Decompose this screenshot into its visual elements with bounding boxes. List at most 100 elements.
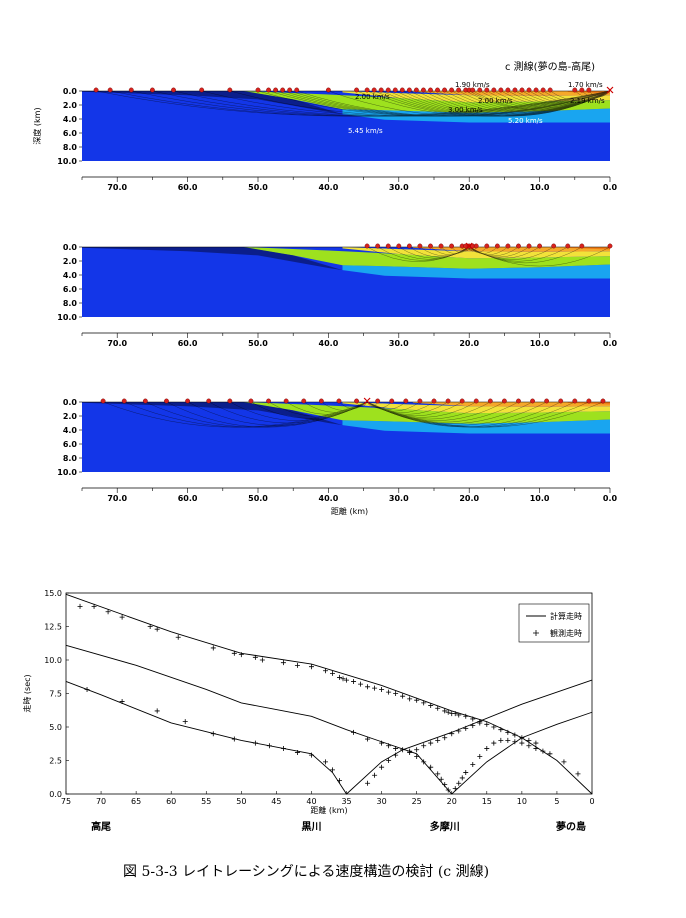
obs-traveltime-point <box>512 732 518 738</box>
location-label: 高尾 <box>91 820 111 833</box>
obs-traveltime-point <box>280 660 286 666</box>
station-marker <box>449 243 454 249</box>
obs-traveltime-point <box>294 662 300 668</box>
obs-traveltime-point <box>238 652 244 658</box>
distance-tick-label: 50.0 <box>248 339 268 348</box>
station-marker <box>280 87 286 93</box>
station-marker <box>392 87 398 93</box>
station-marker <box>526 243 532 249</box>
obs-traveltime-point <box>259 657 265 663</box>
ray-path <box>321 401 368 411</box>
obs-traveltime-point <box>442 708 448 714</box>
obs-traveltime-point <box>484 721 490 727</box>
ray-panels: 0.0 2.0 4.0 6.0 8.0 10.0 深度 (km) 70.0 60.0 50.0 40… <box>32 81 618 516</box>
station-marker <box>487 398 493 404</box>
station-marker <box>164 398 169 404</box>
distance-tick-label: 70.0 <box>107 339 127 348</box>
obs-traveltime-point <box>351 729 357 735</box>
obs-traveltime-point <box>452 786 458 792</box>
ray-path <box>419 246 470 257</box>
obs-traveltime-point <box>337 674 343 680</box>
layer-3-00 <box>243 402 611 424</box>
obs-traveltime-point <box>519 740 525 746</box>
obs-traveltime-point <box>330 767 336 773</box>
station-marker <box>128 87 134 93</box>
obs-traveltime-point <box>210 731 216 737</box>
station-marker <box>227 87 233 93</box>
obs-traveltime-point <box>372 772 378 778</box>
depth-tick-label: 4.0 <box>63 271 78 280</box>
ray-panel-2: 0.0 2.0 4.0 6.0 8.0 10.0 70.0 60.0 50.0 40.0 30.0 2… <box>57 242 618 348</box>
station-marker <box>406 87 412 93</box>
distance-tick-label: 0.0 <box>603 183 618 192</box>
x-tick-label: 40 <box>306 797 316 806</box>
figure-caption: 図 5-3-3 レイトレーシングによる速度構造の検討 (c 測線) <box>123 864 489 880</box>
station-marker <box>586 87 592 93</box>
obs-traveltime-point <box>449 731 455 737</box>
station-marker <box>579 87 585 93</box>
obs-traveltime-point <box>459 775 465 781</box>
station-marker <box>572 398 578 404</box>
x-tick-label: 10 <box>517 797 527 806</box>
velocity-label: 5.45 km/s <box>348 127 383 135</box>
distance-tick-label: 70.0 <box>107 183 127 192</box>
depth-tick-label: 2.0 <box>63 412 78 421</box>
station-marker <box>248 398 254 404</box>
x-tick-label: 0 <box>589 797 594 806</box>
distance-tick-label: 60.0 <box>178 339 198 348</box>
x-tick-label: 55 <box>201 797 211 806</box>
obs-traveltime-point <box>182 719 188 725</box>
station-marker <box>428 243 433 249</box>
depth-axis-label: 深度 (km) <box>32 107 42 144</box>
ray-path <box>588 90 611 97</box>
station-marker <box>227 398 233 404</box>
distance-tick-label: 40.0 <box>319 494 339 503</box>
distance-tick-label: 10.0 <box>530 494 550 503</box>
obs-traveltime-point <box>484 745 490 751</box>
obs-traveltime-point <box>438 776 444 782</box>
obs-traveltime-point <box>540 748 546 754</box>
velocity-label: 5.20 km/s <box>508 117 543 125</box>
station-marker <box>537 243 542 249</box>
obs-traveltime-point <box>344 677 350 683</box>
obs-traveltime-point <box>147 624 153 629</box>
station-marker <box>266 398 271 404</box>
obs-traveltime-point <box>547 751 553 757</box>
obs-traveltime-point <box>421 700 427 706</box>
obs-traveltime-point <box>266 743 272 749</box>
station-marker <box>530 398 535 404</box>
depth-tick-label: 4.0 <box>63 115 78 124</box>
station-marker <box>149 87 155 93</box>
station-marker <box>449 87 454 93</box>
obs-traveltime-point <box>393 752 399 758</box>
x-tick-label: 25 <box>412 797 422 806</box>
shot-marker <box>465 242 473 250</box>
depth-tick-label: 6.0 <box>63 285 78 294</box>
station-marker <box>491 87 497 93</box>
obs-traveltime-point <box>407 696 413 702</box>
station-marker <box>607 243 613 249</box>
station-marker <box>283 398 289 404</box>
station-marker <box>505 243 511 249</box>
obs-traveltime-point <box>294 749 300 755</box>
station-marker <box>294 87 300 93</box>
calc-traveltime-line <box>65 679 593 795</box>
layer-2-00 <box>342 247 610 259</box>
station-marker <box>325 87 331 93</box>
distance-tick-label: 0.0 <box>603 494 618 503</box>
obs-traveltime-point <box>456 728 462 734</box>
station-marker <box>505 87 511 93</box>
basement-slope-wedge <box>82 91 343 115</box>
station-marker <box>565 243 571 249</box>
obs-traveltime-point <box>463 713 469 719</box>
obs-traveltime-point <box>154 626 160 632</box>
travel-time-chart: 75 70 65 60 55 50 45 40 35 30 25 20 15 10 5 00.02.55.07… <box>23 589 595 833</box>
distance-tick-label: 70.0 <box>107 494 127 503</box>
station-marker <box>512 87 518 93</box>
obs-traveltime-point <box>379 740 385 746</box>
station-marker <box>266 87 271 93</box>
distance-tick-label: 20.0 <box>459 183 479 192</box>
station-marker <box>516 243 521 249</box>
station-marker <box>336 398 342 404</box>
